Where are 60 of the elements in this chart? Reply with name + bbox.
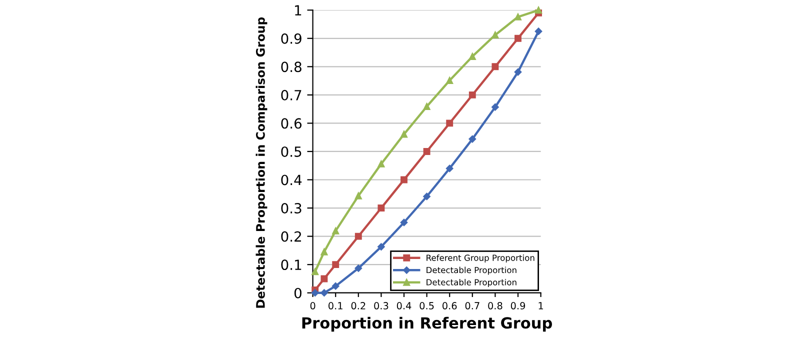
- point: [423, 192, 430, 200]
- point: [320, 275, 328, 282]
- x-tick-label: 0.1: [328, 302, 342, 310]
- point: [514, 68, 522, 76]
- point: [400, 176, 408, 184]
- point: [446, 120, 454, 127]
- point: [446, 164, 454, 172]
- x-axis-title: Proportion in Referent Group: [302, 316, 552, 332]
- point: [332, 282, 340, 290]
- point: [534, 28, 542, 35]
- x-tick-label: 0.5: [420, 302, 434, 310]
- x-tick-label: 0.9: [510, 302, 526, 310]
- x-tick-label: 0: [310, 302, 316, 310]
- x-tick-label: 1: [538, 302, 543, 310]
- point: [378, 160, 385, 168]
- x-tick-label: 0.7: [465, 302, 480, 310]
- legend-label: Detectable Proportion: [426, 278, 516, 288]
- point: [378, 204, 385, 212]
- y-tick-label: 0.1: [281, 260, 302, 270]
- x-tick-label: 0.8: [488, 302, 502, 310]
- y-tick-label: 1: [295, 5, 302, 16]
- point: [320, 289, 328, 296]
- point: [514, 13, 522, 20]
- y-tick-label: 0.7: [281, 90, 302, 100]
- y-tick-label: 0.4: [281, 174, 302, 186]
- y-tick-label: 0.2: [281, 231, 301, 242]
- point: [468, 53, 476, 60]
- y-tick-label: 0.5: [281, 146, 302, 157]
- x-tick-label: 0.4: [396, 302, 412, 310]
- legend-label: Detectable Proportion: [426, 266, 516, 275]
- point: [378, 243, 385, 250]
- x-tick-label: 0.2: [351, 302, 366, 310]
- y-axis-title: Detectable Proportion in Comparison Group: [256, 17, 268, 308]
- point: [354, 192, 362, 200]
- point: [423, 103, 430, 110]
- point: [492, 63, 499, 70]
- point: [492, 32, 499, 38]
- point: [400, 218, 408, 226]
- point: [492, 103, 499, 111]
- y-tick-label: 0.8: [281, 62, 302, 72]
- y-tick-label: 0.9: [281, 33, 302, 44]
- point: [354, 264, 362, 272]
- x-tick-label: 0.3: [374, 302, 388, 310]
- point: [400, 130, 408, 138]
- y-tick-label: 0.6: [281, 118, 302, 129]
- point: [423, 148, 430, 155]
- legend-label: Referent Group Proportion: [426, 254, 534, 263]
- point: [320, 248, 328, 256]
- point: [468, 91, 476, 98]
- point: [468, 135, 476, 143]
- point: [535, 6, 542, 14]
- point: [332, 227, 340, 234]
- point: [446, 77, 454, 84]
- point: [312, 268, 319, 276]
- x-tick-label: 0.6: [442, 302, 457, 310]
- point: [514, 34, 522, 42]
- point: [354, 232, 362, 240]
- y-tick-label: 0.3: [281, 203, 302, 214]
- y-tick-label: 0: [294, 288, 302, 298]
- point: [332, 261, 340, 268]
